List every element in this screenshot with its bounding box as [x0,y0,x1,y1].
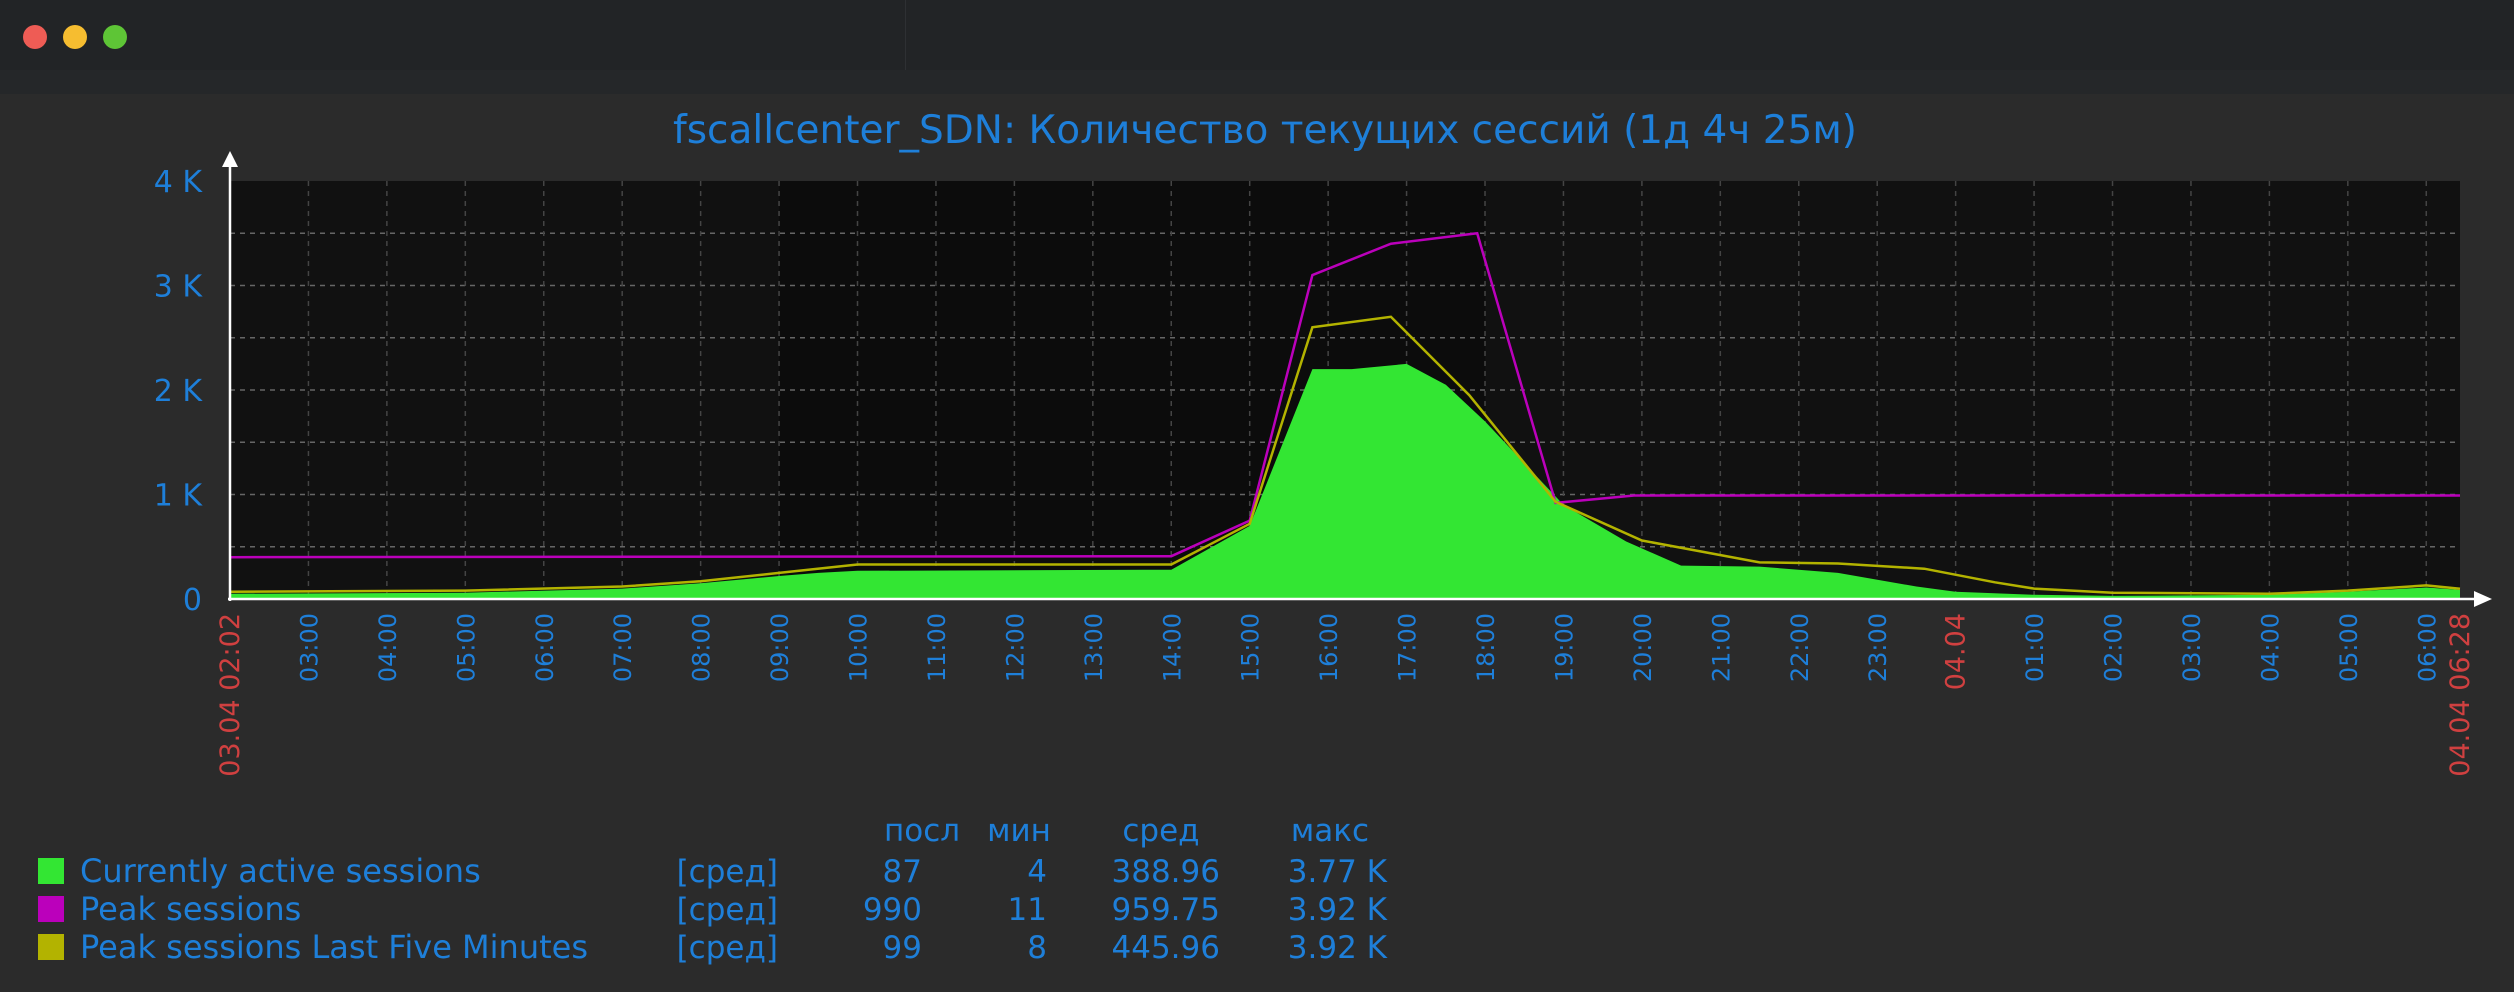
y-axis-arrow [222,151,238,167]
legend-value: 99 [883,930,922,966]
legend-series-name: Peak sessions Last Five Minutes [80,928,588,966]
x-tick-label: 03:00 [295,613,323,682]
x-tick-label: 10:00 [845,613,873,682]
legend-swatch [38,858,64,884]
legend-value: 3.92 K [1288,930,1388,966]
legend-value: 445.96 [1112,930,1220,966]
legend-header: макс [1291,813,1369,849]
legend-value: 959.75 [1112,892,1220,928]
x-tick-label: 08:00 [688,613,716,682]
legend-value: 87 [883,854,922,890]
legend-function: [сред] [677,854,778,890]
legend-series-name: Currently active sessions [80,852,481,890]
x-tick-label: 17:00 [1394,613,1422,682]
x-tick-label: 18:00 [1472,613,1500,682]
legend-function: [сред] [677,930,778,966]
x-tick-label: 03.04 02:02 [215,613,246,777]
x-tick-label: 02:00 [2100,613,2128,682]
y-tick-label: 3 K [154,270,204,305]
legend-value: 4 [1027,854,1047,890]
series-area-0 [230,363,2460,599]
graph-panel: fscallcenter_SDN: Количество текущих сес… [0,94,2514,988]
x-tick-label: 01:00 [2021,613,2049,682]
legend-swatch [38,934,64,960]
x-tick-label: 11:00 [923,613,951,682]
x-tick-label: 04:00 [2256,613,2284,682]
legend-value: 8 [1027,930,1047,966]
close-button[interactable] [23,25,47,49]
x-axis-arrow [2474,591,2492,607]
y-tick-label: 1 K [154,479,204,514]
x-tick-label: 19:00 [1550,613,1578,682]
legend-series-name: Peak sessions [80,890,301,928]
chart-title: fscallcenter_SDN: Количество текущих сес… [673,108,1857,153]
x-tick-label: 07:00 [609,613,637,682]
titlebar-divider [905,0,906,70]
legend-value: 990 [863,892,922,928]
x-tick-label: 04.04 [1941,613,1972,690]
x-tick-label: 04.04 06:28 [2445,613,2476,777]
zoom-button[interactable] [103,25,127,49]
toolbar-strip [0,70,2514,94]
minimize-button[interactable] [63,25,87,49]
legend-header: посл [884,813,960,849]
x-tick-label: 21:00 [1707,613,1735,682]
x-tick-label: 13:00 [1080,613,1108,682]
series-line-2 [229,315,2461,596]
legend: посл мин сред макс Currently active sessions… [38,813,1388,966]
x-tick-label: 03:00 [2178,613,2206,682]
legend-header: мин [987,813,1051,849]
x-tick-label: 22:00 [1786,613,1814,682]
x-tick-label: 09:00 [766,613,794,682]
y-tick-label: 0 [183,583,202,618]
y-tick-label: 4 K [154,165,204,200]
y-tick-label: 2 K [154,374,204,409]
x-tick-label: 23:00 [1864,613,1892,682]
window-titlebar [0,0,2514,71]
x-tick-label: 15:00 [1237,613,1265,682]
x-tick-label: 20:00 [1629,613,1657,682]
x-tick-label: 12:00 [1001,613,1029,682]
x-tick-label: 06:00 [2413,613,2441,682]
legend-value: 3.77 K [1288,854,1388,890]
legend-function: [сред] [677,892,778,928]
session-chart: fscallcenter_SDN: Количество текущих сес… [38,108,2492,966]
legend-swatch [38,896,64,922]
legend-value: 388.96 [1112,854,1220,890]
x-tick-label: 06:00 [531,613,559,682]
legend-value: 11 [1008,892,1047,928]
series-line-1 [229,231,2460,559]
x-tick-label: 05:00 [2335,613,2363,682]
x-tick-label: 04:00 [374,613,402,682]
x-tick-label: 16:00 [1315,613,1343,682]
x-tick-label: 05:00 [452,613,480,682]
plot-layer: 4 K 3 K 2 K 1 K 0 03.04 02:02 03:00 04:00 05:00 0… [154,151,2492,777]
x-tick-label: 14:00 [1158,613,1186,682]
legend-value: 3.92 K [1288,892,1388,928]
legend-header: сред [1122,813,1199,849]
